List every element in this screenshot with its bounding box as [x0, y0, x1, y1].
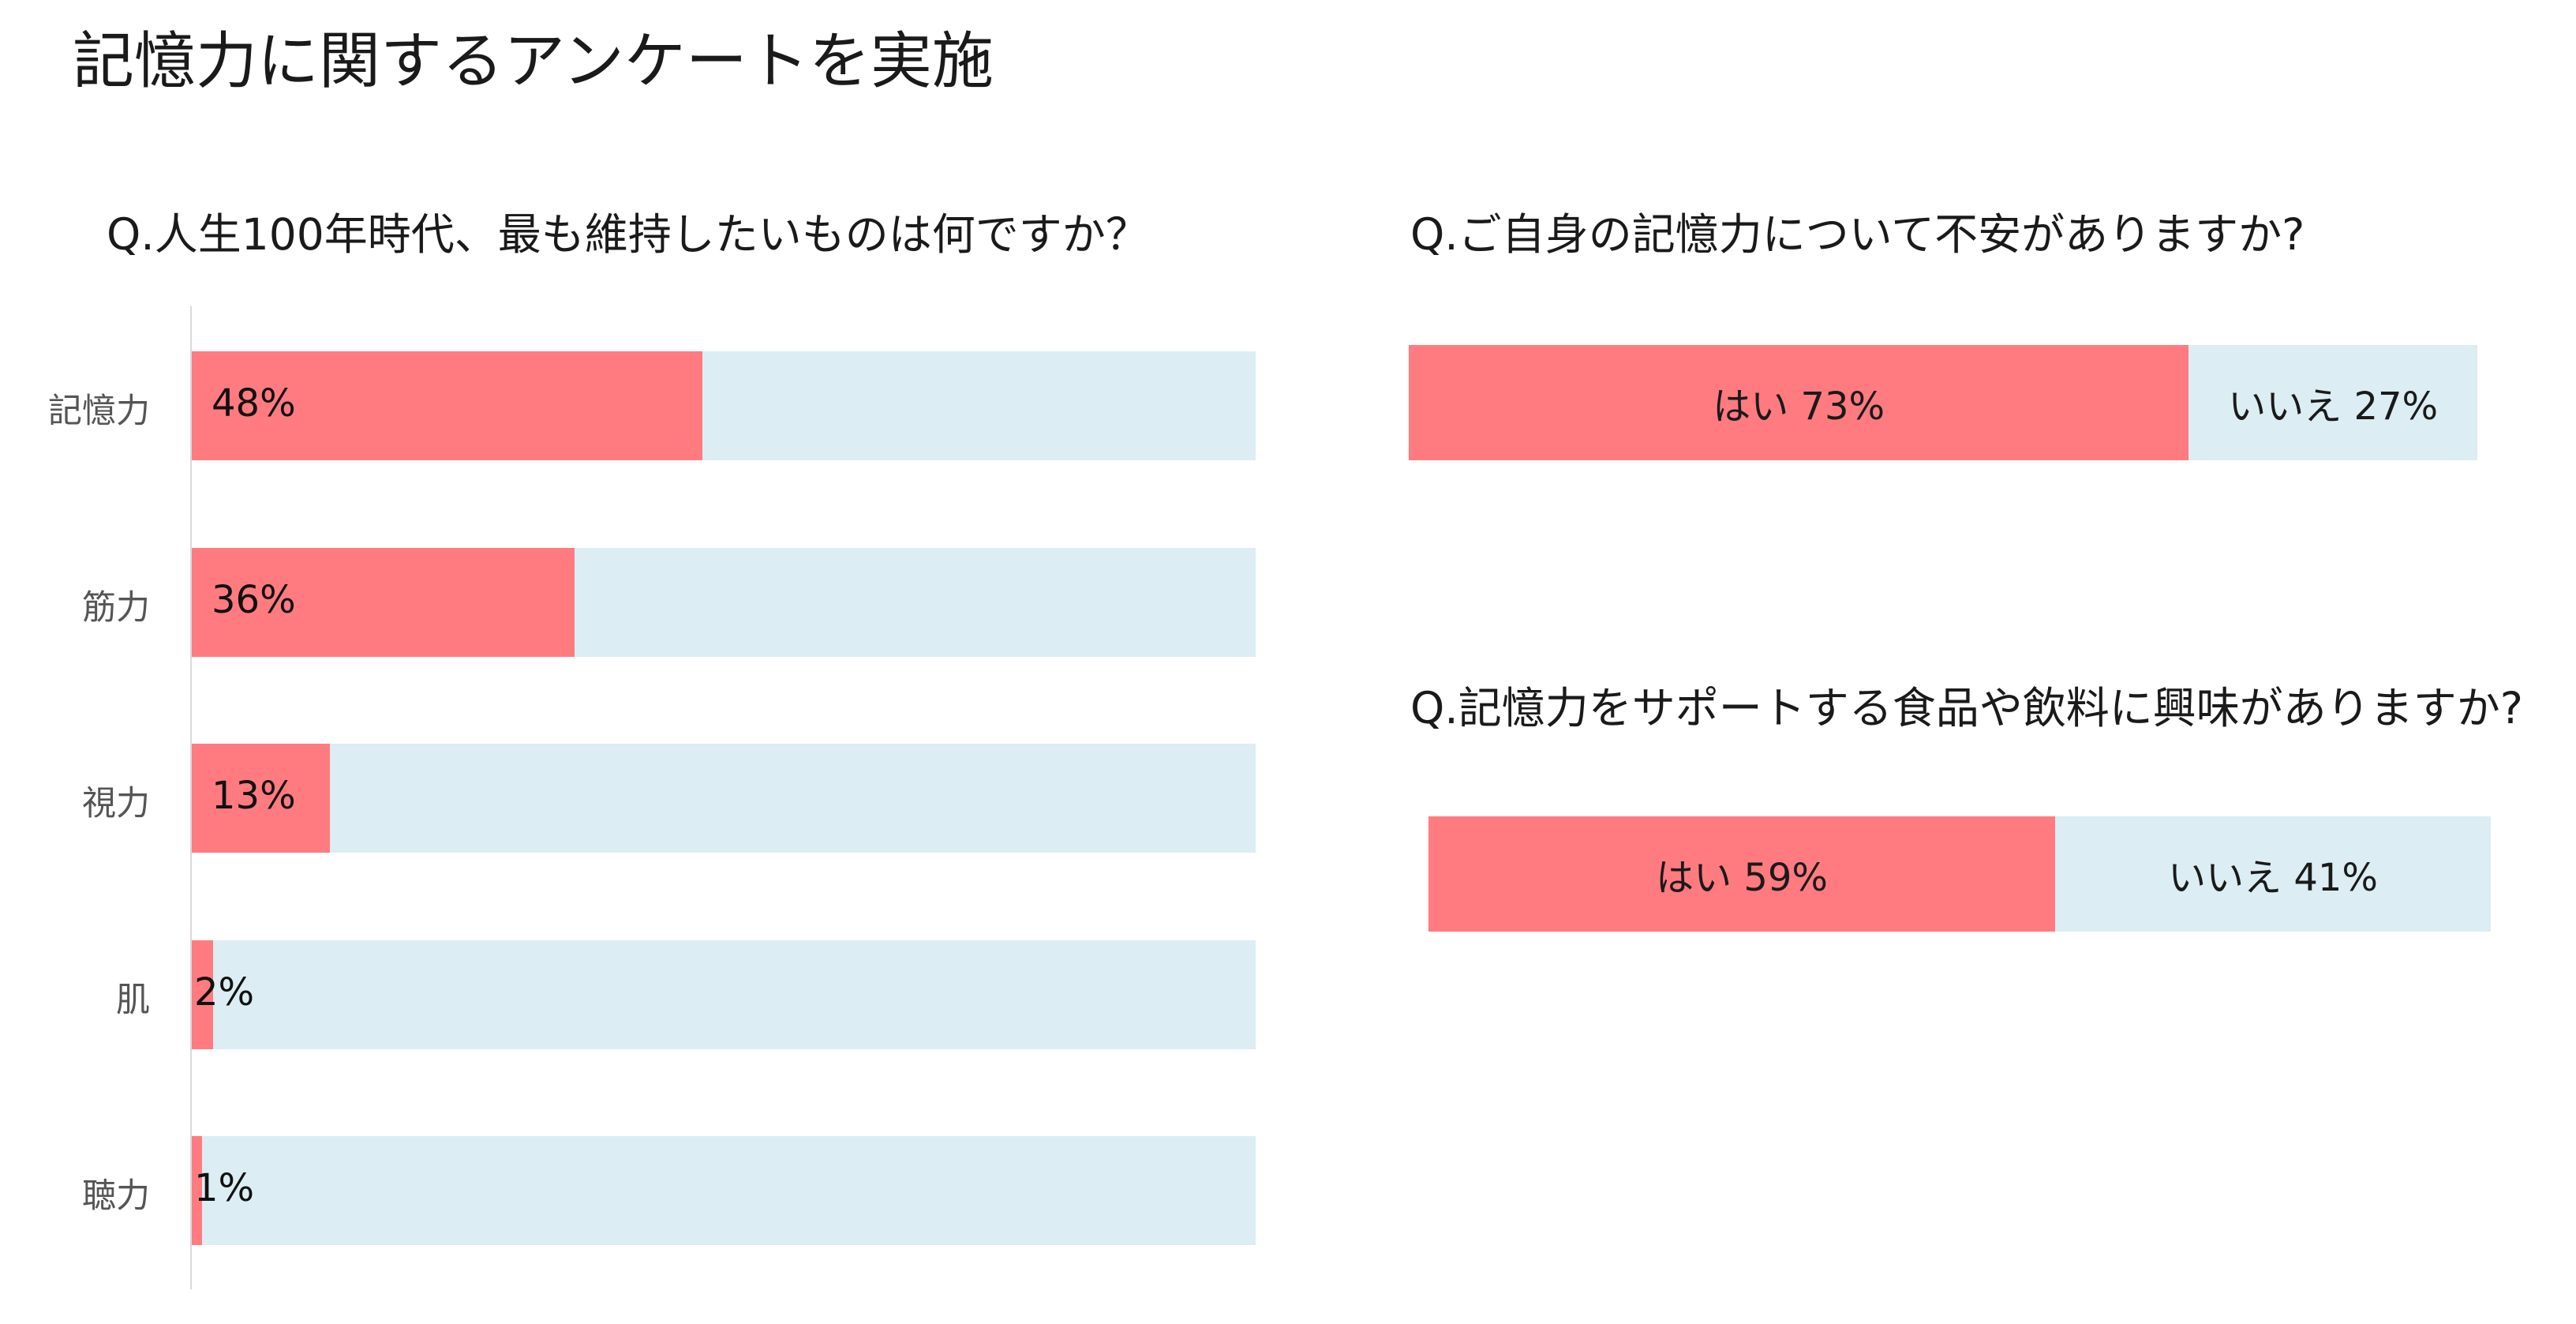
bar-track: [192, 744, 1256, 853]
category-label: 聴力: [82, 1176, 150, 1216]
page-title: 記憶力に関するアンケートを実施: [73, 26, 994, 97]
memory-anxiety-stacked-bar: はい 73% いいえ 27%: [1409, 345, 2477, 460]
memory-food-interest-stacked-bar: はい 59% いいえ 41%: [1428, 816, 2491, 932]
bar: [192, 351, 703, 460]
category-label: 視力: [82, 784, 150, 823]
bar: [192, 744, 331, 853]
yes-segment: はい 59%: [1428, 816, 2056, 932]
bar: [192, 940, 213, 1049]
yes-segment: はい 73%: [1409, 345, 2189, 460]
category-label: 記憶力: [48, 392, 150, 431]
data-label: 13%: [212, 774, 296, 818]
no-segment: いいえ 41%: [2055, 816, 2491, 932]
bar: [192, 1136, 203, 1245]
question-2-title: Q.ご自身の記憶力について不安がありますか?: [1410, 209, 2305, 260]
bar-track: [192, 940, 1256, 1049]
bar: [192, 547, 575, 657]
preserved-features-bar-chart: [0, 0, 1, 1]
category-label: 筋力: [82, 587, 150, 628]
bar-track: [192, 1136, 1256, 1245]
question-1-title: Q.人生100年時代、最も維持したいものは何ですか？: [107, 209, 1149, 260]
data-label: 2%: [194, 970, 255, 1015]
category-label: 肌: [116, 980, 150, 1020]
bar-chart-axis: [190, 306, 192, 1289]
question-3-title: Q.記憶力をサポートする食品や飲料に興味がありますか?: [1410, 683, 2523, 733]
data-label: 36%: [212, 577, 296, 622]
data-label: 1%: [194, 1166, 255, 1210]
bar-track: [192, 547, 1256, 657]
data-label: 48%: [212, 381, 296, 426]
bar-track: [192, 351, 1256, 460]
no-segment: いいえ 27%: [2188, 345, 2477, 460]
